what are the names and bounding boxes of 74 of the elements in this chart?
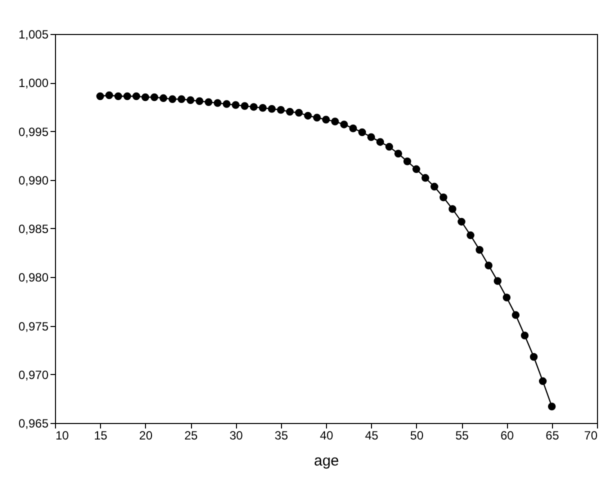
x-tick-label: 20 bbox=[139, 428, 153, 442]
point bbox=[520, 332, 529, 340]
x-tick-label: 55 bbox=[455, 428, 469, 442]
point bbox=[196, 97, 204, 105]
point bbox=[376, 138, 384, 146]
y-tick-label: 0,965 bbox=[18, 416, 49, 430]
point bbox=[421, 174, 430, 182]
point bbox=[105, 91, 114, 100]
x-tick-label: 25 bbox=[184, 428, 198, 442]
point bbox=[358, 128, 366, 136]
point bbox=[385, 142, 394, 151]
point bbox=[538, 377, 547, 386]
point bbox=[458, 218, 466, 226]
x-tick-label: 50 bbox=[410, 428, 424, 442]
point bbox=[502, 294, 511, 302]
point bbox=[367, 133, 376, 141]
point bbox=[141, 93, 150, 102]
point bbox=[403, 158, 412, 166]
point bbox=[476, 246, 484, 254]
point bbox=[258, 104, 267, 112]
y-tick-label: 0,990 bbox=[18, 173, 49, 188]
point bbox=[440, 194, 448, 202]
y-tick-label: 0,980 bbox=[18, 270, 49, 285]
x-tick-label: 30 bbox=[229, 428, 244, 442]
point bbox=[276, 106, 285, 114]
point bbox=[466, 231, 474, 240]
x-axis-title: age bbox=[314, 452, 340, 470]
point bbox=[340, 120, 348, 128]
y-tick-label: 1,005 bbox=[18, 28, 49, 42]
point bbox=[286, 108, 294, 116]
point bbox=[168, 95, 176, 104]
point bbox=[132, 92, 140, 100]
point bbox=[178, 95, 186, 104]
point bbox=[150, 93, 158, 102]
x-tick-label: 40 bbox=[320, 428, 334, 442]
x-tick-label: 45 bbox=[364, 428, 379, 442]
point bbox=[96, 92, 104, 100]
point bbox=[186, 96, 194, 104]
y-tick-label: 0,995 bbox=[18, 124, 49, 139]
point bbox=[250, 103, 258, 111]
x-tick-label: 15 bbox=[94, 428, 108, 442]
point bbox=[268, 105, 276, 113]
point bbox=[512, 311, 520, 319]
point bbox=[160, 94, 168, 102]
point bbox=[349, 124, 357, 132]
point bbox=[240, 102, 249, 110]
x-tick-label: 65 bbox=[546, 428, 560, 442]
point bbox=[214, 99, 222, 107]
point bbox=[484, 262, 492, 270]
y-tick-label: 1,000 bbox=[18, 76, 49, 90]
x-tick-label: 70 bbox=[584, 428, 598, 442]
point bbox=[394, 150, 402, 158]
point bbox=[114, 92, 122, 100]
point bbox=[232, 101, 240, 109]
point bbox=[494, 277, 502, 285]
point bbox=[530, 353, 538, 361]
point bbox=[295, 108, 303, 117]
point bbox=[322, 116, 330, 124]
point bbox=[123, 92, 132, 100]
point bbox=[304, 112, 312, 120]
x-tick-label: 35 bbox=[274, 428, 288, 442]
point bbox=[430, 182, 438, 191]
y-tick-label: 0,970 bbox=[18, 368, 49, 382]
point bbox=[448, 205, 456, 213]
point bbox=[313, 114, 321, 122]
point bbox=[222, 100, 231, 108]
x-tick-label: 10 bbox=[56, 428, 70, 442]
point bbox=[412, 165, 420, 174]
x-tick-label: 60 bbox=[500, 428, 514, 442]
y-tick-label: 0,985 bbox=[18, 222, 49, 236]
point bbox=[331, 118, 339, 126]
y-tick-label: 0,975 bbox=[18, 319, 49, 334]
point bbox=[548, 402, 556, 410]
point bbox=[204, 98, 212, 106]
